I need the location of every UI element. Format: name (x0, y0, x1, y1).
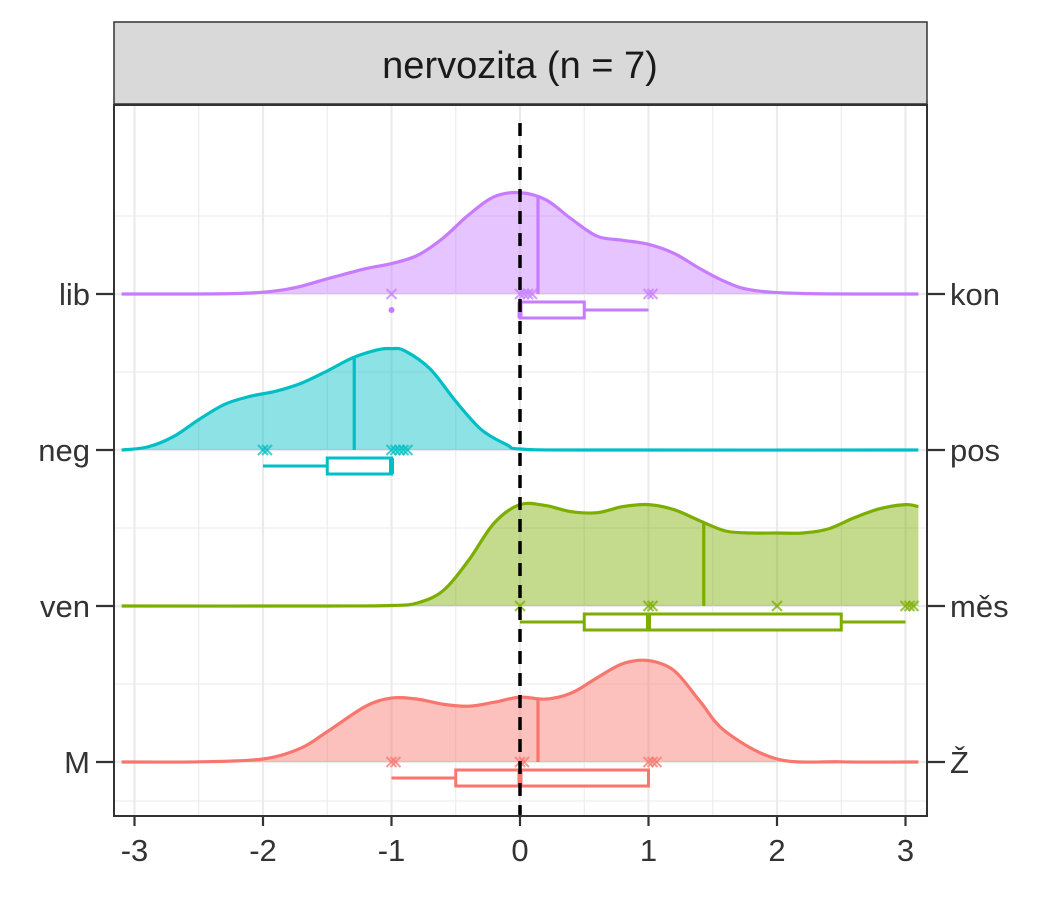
point-stroke (642, 600, 655, 612)
density-area (121, 348, 919, 451)
data-point-neg (257, 444, 269, 456)
box-iqr (582, 612, 843, 632)
boxplot-neg (263, 456, 394, 476)
point-stroke (642, 288, 655, 300)
data-point-ven (903, 600, 916, 612)
point-stroke (397, 444, 410, 456)
point-stroke (389, 756, 402, 768)
point-stroke (514, 600, 526, 612)
point-stroke (257, 444, 269, 456)
data-point-neg (397, 444, 410, 456)
strip-background (113, 21, 928, 105)
data-point-ven (646, 600, 659, 612)
data-point-ven (771, 600, 783, 612)
x-tick-label: 2 (768, 833, 785, 868)
boxplot-ven (520, 612, 906, 632)
data-point-neg (261, 444, 273, 456)
data-point-ven (642, 600, 655, 612)
point-stroke (907, 600, 920, 612)
boxplot-M (391, 768, 650, 788)
point-stroke (385, 288, 398, 300)
y-label-right: kon (950, 277, 1000, 312)
data-point-lib (642, 288, 655, 300)
point-stroke (522, 288, 534, 300)
y-label-left: neg (38, 433, 90, 468)
point-stroke (646, 288, 659, 300)
point-stroke (646, 756, 659, 768)
density-line (121, 346, 919, 452)
x-tick-label: -3 (121, 833, 149, 868)
data-point-ven (907, 600, 920, 612)
point-stroke (903, 600, 916, 612)
density-area (121, 503, 919, 607)
data-point-M (389, 756, 402, 768)
y-label-right: pos (950, 433, 1000, 468)
data-point-lib (385, 288, 398, 300)
box-iqr (518, 300, 586, 320)
data-point-ven (514, 600, 526, 612)
x-tick-label: -1 (378, 833, 406, 868)
data-point-neg (401, 444, 414, 456)
density-ven-měs (121, 501, 919, 608)
box-iqr (325, 456, 393, 476)
y-label-left: M (64, 745, 90, 780)
point-stroke (771, 600, 783, 612)
density-line (121, 190, 919, 296)
point-stroke (401, 444, 414, 456)
point-stroke (385, 756, 398, 768)
x-tick-label: -2 (249, 833, 277, 868)
data-point-M (646, 756, 659, 768)
point-stroke (526, 288, 538, 300)
facet-strip: nervozita (n = 7) (113, 21, 928, 105)
box-outlier (388, 307, 395, 313)
x-tick-label: 0 (511, 833, 528, 868)
data-point-lib (526, 288, 538, 300)
data-point-M (650, 756, 663, 768)
point-stroke (261, 444, 273, 456)
density-line (121, 501, 919, 608)
y-label-right: Ž (950, 745, 969, 780)
data-point-lib (646, 288, 659, 300)
point-stroke (650, 756, 663, 768)
point-stroke (646, 600, 659, 612)
box-iqr (454, 768, 650, 788)
y-label-right: měs (950, 589, 1009, 624)
data-points (257, 288, 920, 768)
data-point-M (385, 756, 398, 768)
data-point-lib (522, 288, 534, 300)
x-tick-label: 3 (897, 833, 914, 868)
x-tick-label: 1 (640, 833, 657, 868)
boxplots (263, 300, 906, 788)
density-neg-pos (121, 346, 919, 452)
chart-title: nervozita (n = 7) (382, 45, 658, 87)
y-label-left: ven (40, 589, 90, 624)
y-label-left: lib (59, 277, 90, 312)
